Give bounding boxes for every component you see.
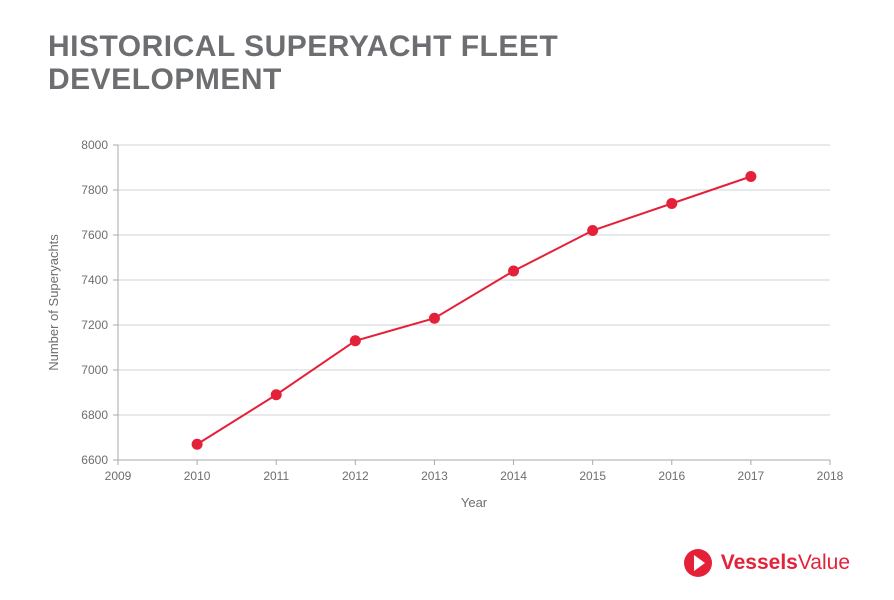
title-line-2: DEVELOPMENT (48, 63, 846, 96)
title-line-1: HISTORICAL SUPERYACHT FLEET (48, 30, 846, 63)
svg-text:2010: 2010 (184, 469, 211, 483)
svg-text:7600: 7600 (81, 228, 108, 242)
brand-text: VesselsValue (721, 551, 850, 575)
svg-text:2014: 2014 (500, 469, 527, 483)
svg-text:7000: 7000 (81, 363, 108, 377)
svg-text:2016: 2016 (658, 469, 685, 483)
svg-text:2012: 2012 (342, 469, 369, 483)
svg-text:2011: 2011 (263, 469, 289, 483)
chart-title: HISTORICAL SUPERYACHT FLEET DEVELOPMENT (48, 30, 846, 96)
chart-container: 6600 6800 7000 7200 7400 7600 7800 8000 2009 2010… (40, 135, 850, 515)
svg-text:2018: 2018 (817, 469, 844, 483)
svg-text:7200: 7200 (81, 318, 108, 332)
svg-text:7400: 7400 (81, 273, 108, 287)
svg-text:8000: 8000 (81, 138, 108, 152)
svg-text:2015: 2015 (579, 469, 606, 483)
brand-bold: Vessels (721, 551, 798, 574)
brand-logo: VesselsValue (683, 548, 850, 578)
svg-text:Number of Superyachts: Number of Superyachts (46, 234, 61, 371)
svg-text:2009: 2009 (105, 469, 132, 483)
svg-text:6800: 6800 (81, 408, 108, 422)
svg-text:2017: 2017 (738, 469, 765, 483)
svg-text:Year: Year (461, 495, 488, 510)
line-chart: 6600 6800 7000 7200 7400 7600 7800 8000 2009 2010… (40, 135, 850, 515)
svg-text:2013: 2013 (421, 469, 448, 483)
svg-text:7800: 7800 (81, 183, 108, 197)
svg-text:6600: 6600 (81, 453, 108, 467)
brand-regular: Value (798, 551, 850, 574)
vesselsvalue-icon (683, 548, 713, 578)
